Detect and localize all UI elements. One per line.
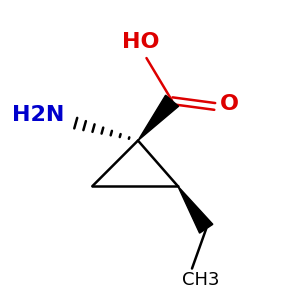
Polygon shape (138, 95, 178, 141)
Text: HO: HO (122, 32, 160, 52)
Text: O: O (220, 94, 238, 114)
Text: CH3: CH3 (182, 272, 219, 290)
Text: H2N: H2N (12, 105, 64, 125)
Polygon shape (178, 186, 213, 233)
